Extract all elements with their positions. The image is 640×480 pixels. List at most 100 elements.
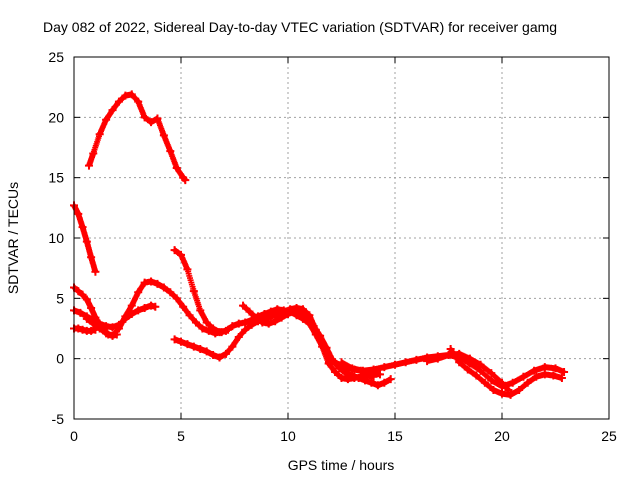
- y-tick-label: 10: [48, 230, 64, 246]
- data-point: [127, 310, 136, 319]
- data-point: [251, 313, 260, 322]
- data-point: [354, 373, 363, 382]
- data-point: [245, 307, 254, 316]
- data-point: [198, 324, 207, 333]
- data-point: [523, 378, 532, 387]
- data-point: [104, 330, 113, 339]
- data-point: [487, 369, 496, 378]
- data-point: [202, 347, 211, 356]
- x-tick-label: 0: [70, 428, 78, 444]
- data-point: [348, 371, 357, 380]
- data-point: [369, 372, 378, 381]
- data-point: [202, 318, 211, 327]
- data-point: [159, 131, 168, 140]
- data-point: [87, 326, 96, 335]
- data-point: [234, 319, 243, 328]
- x-tick-label: 20: [494, 428, 510, 444]
- data-point: [78, 325, 87, 334]
- data-point: [386, 375, 395, 384]
- x-axis-label: GPS time / hours: [288, 457, 395, 473]
- data-point: [228, 342, 237, 351]
- x-tick-label: 10: [280, 428, 296, 444]
- data-point: [264, 319, 273, 328]
- data-point: [185, 311, 194, 320]
- y-tick-label: 20: [48, 109, 64, 125]
- data-point: [221, 326, 230, 335]
- data-point: [298, 305, 307, 314]
- data-point: [549, 371, 558, 380]
- data-point: [455, 358, 464, 367]
- data-point: [114, 320, 123, 329]
- data-point: [412, 355, 421, 364]
- data-point: [337, 373, 346, 382]
- data-point: [89, 149, 98, 158]
- data-point: [140, 113, 149, 122]
- data-point: [140, 303, 149, 312]
- data-point: [239, 301, 248, 310]
- data-point: [277, 313, 286, 322]
- data-point: [271, 317, 280, 326]
- data-point: [284, 310, 292, 319]
- data-point: [247, 320, 256, 329]
- axis-ticks: 0 5 10 15 20 25 -5 0 5 10 15 20 25: [48, 49, 617, 444]
- data-point: [241, 325, 250, 334]
- data-point: [560, 367, 569, 376]
- data-point: [335, 364, 344, 373]
- data-point: [191, 318, 200, 327]
- data-point: [74, 324, 83, 333]
- data-point: [209, 324, 218, 333]
- data-point: [376, 370, 385, 379]
- series-arc-descending: [70, 201, 100, 276]
- y-tick-label: 15: [48, 170, 64, 186]
- data-point: [91, 267, 100, 276]
- grid-lines: [74, 57, 609, 419]
- data-point: [74, 287, 83, 296]
- data-point: [489, 386, 498, 395]
- data-point: [341, 369, 350, 378]
- data-point: [179, 302, 188, 311]
- data-point: [89, 316, 98, 325]
- data-point: [84, 161, 93, 170]
- data-point: [487, 376, 496, 385]
- data-point: [380, 378, 389, 387]
- data-point: [108, 106, 117, 115]
- y-tick-label: -5: [52, 411, 65, 427]
- data-point: [127, 301, 136, 310]
- data-point: [147, 118, 156, 127]
- data-point: [401, 358, 410, 367]
- data-point: [172, 164, 181, 173]
- data-point: [463, 365, 472, 374]
- data-point: [134, 306, 143, 315]
- data-point: [153, 114, 162, 123]
- data-point: [290, 307, 299, 316]
- data-point: [367, 378, 376, 387]
- data-point: [328, 357, 337, 366]
- data-point: [183, 265, 192, 274]
- data-point: [108, 323, 117, 332]
- data-point: [189, 287, 198, 296]
- data-point: [228, 322, 237, 331]
- data-point: [506, 390, 515, 399]
- data-point: [380, 363, 389, 372]
- chart-title: Day 082 of 2022, Sidereal Day-to-day VTE…: [43, 19, 557, 35]
- data-point: [91, 325, 100, 334]
- data-point: [498, 389, 506, 398]
- x-tick-label: 25: [601, 428, 617, 444]
- data-point: [369, 365, 378, 374]
- data-point: [358, 366, 367, 375]
- data-point: [519, 372, 528, 381]
- data-point: [196, 306, 205, 315]
- data-point: [348, 364, 357, 373]
- data-point: [153, 279, 162, 288]
- series-arc-center: [239, 301, 395, 390]
- data-point: [108, 331, 117, 340]
- data-point: [170, 246, 179, 255]
- data-point: [498, 378, 506, 387]
- data-point: [102, 115, 111, 124]
- data-point: [296, 310, 305, 319]
- data-point: [433, 354, 442, 363]
- data-point: [331, 367, 340, 376]
- data-point: [472, 371, 481, 380]
- data-point: [172, 294, 181, 303]
